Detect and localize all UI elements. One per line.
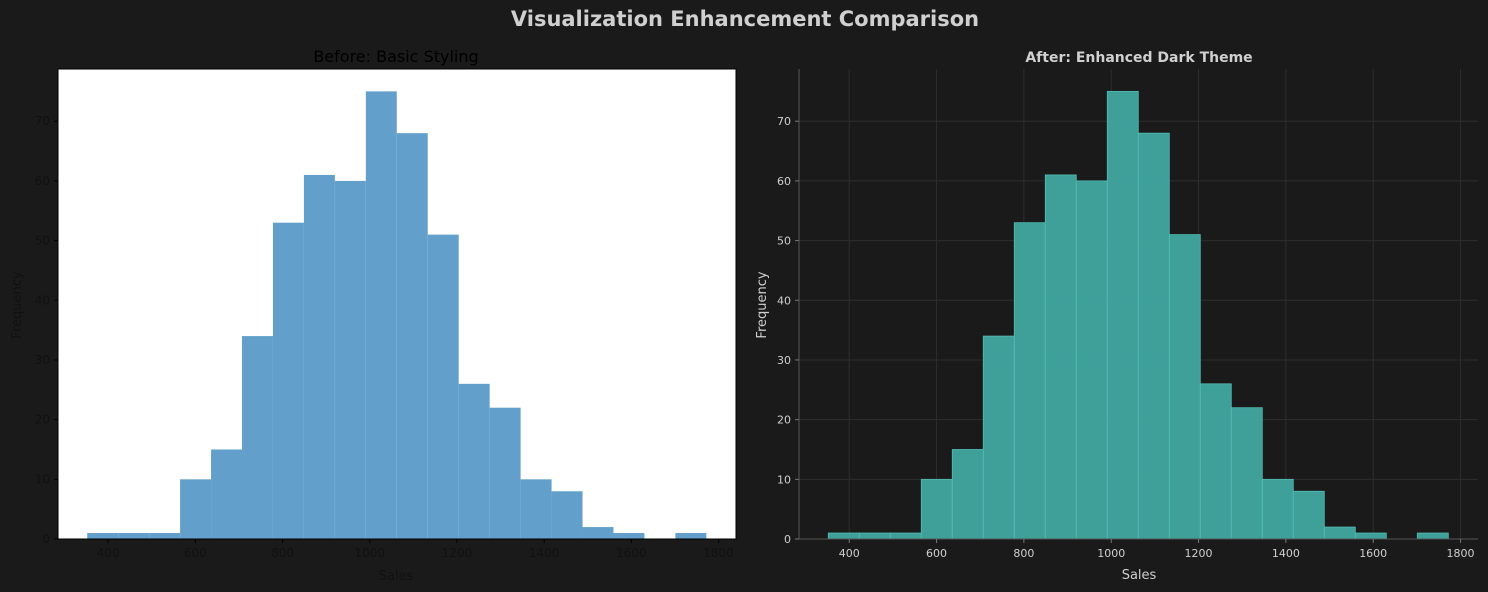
chart-after-bar <box>1013 222 1046 540</box>
chart-after-ytick-label: 10 <box>777 473 791 486</box>
chart-after-bar <box>1292 490 1325 540</box>
chart-before-bar <box>551 491 583 539</box>
chart-before-bar <box>613 533 645 539</box>
chart-before-bar <box>334 180 366 539</box>
chart-before-bar <box>520 479 552 539</box>
chart-before-ytick-label: 70 <box>35 114 50 128</box>
chart-after-xlabel: Sales <box>1122 568 1157 583</box>
chart-before-bar <box>365 91 397 539</box>
chart-before-ytick-label: 30 <box>35 353 50 367</box>
chart-after-xtick-label: 1000 <box>1097 547 1125 560</box>
chart-before-bar <box>211 449 242 539</box>
chart-after-bar <box>951 449 984 540</box>
chart-before-ytick-label: 40 <box>35 293 50 307</box>
chart-before-ytick-label: 60 <box>35 174 50 188</box>
chart-before-xlabel: Sales <box>379 569 414 584</box>
chart-before-xtick-label: 400 <box>97 546 120 560</box>
chart-before-ytick-label: 50 <box>35 234 50 248</box>
chart-after-ytick-label: 70 <box>777 115 791 128</box>
chart-after-bar <box>982 335 1015 540</box>
chart-before: Before: Basic Styling Sales Frequency 40… <box>10 47 737 584</box>
chart-after-ytick-label: 60 <box>777 175 791 188</box>
chart-after-bar <box>1075 180 1108 540</box>
chart-before-xtick-label: 1200 <box>442 546 473 560</box>
chart-after-bar <box>1354 532 1387 540</box>
chart-before-bar <box>303 174 335 539</box>
chart-after-bar <box>858 532 891 540</box>
chart-before-bar <box>149 533 181 539</box>
chart-before-bar <box>118 533 150 539</box>
chart-after-ytick-label: 50 <box>777 235 791 248</box>
chart-before-bar <box>396 133 428 539</box>
chart-before-bar <box>489 407 521 539</box>
chart-after-xtick-label: 1800 <box>1447 547 1475 560</box>
chart-after: After: Enhanced Dark Theme Sales Frequen… <box>755 50 1478 583</box>
chart-before-xtick-label: 600 <box>184 546 207 560</box>
chart-after-bar <box>1199 383 1232 540</box>
chart-after-ytick-label: 30 <box>777 354 791 367</box>
chart-before-xtick-label: 1400 <box>529 546 560 560</box>
chart-after-xtick-label: 1400 <box>1272 547 1300 560</box>
chart-before-bar <box>582 527 614 539</box>
chart-before-title: Before: Basic Styling <box>313 47 478 66</box>
chart-after-xtick-label: 1200 <box>1185 547 1213 560</box>
chart-after-xtick-label: 400 <box>839 547 860 560</box>
chart-after-ylabel: Frequency <box>755 271 770 338</box>
chart-after-ytick-label: 40 <box>777 294 791 307</box>
chart-before-bar <box>427 234 459 539</box>
chart-before-bar <box>272 222 304 539</box>
chart-after-bar <box>1106 90 1139 540</box>
figure-title: Visualization Enhancement Comparison <box>511 7 979 31</box>
chart-before-ytick-label: 0 <box>42 532 50 546</box>
chart-before-frame <box>57 68 737 540</box>
chart-after-bar <box>920 478 953 540</box>
chart-after-bar <box>1261 478 1294 540</box>
chart-before-ytick-label: 10 <box>35 472 50 486</box>
chart-after-bar <box>1168 234 1201 540</box>
chart-before-xtick-label: 1000 <box>354 546 385 560</box>
chart-before-bar <box>458 383 490 539</box>
chart-after-bar <box>1230 407 1263 540</box>
chart-before-xtick-label: 1600 <box>616 546 647 560</box>
chart-after-bar <box>1416 532 1449 540</box>
chart-after-bar <box>1323 526 1356 540</box>
chart-before-bar <box>675 533 707 539</box>
chart-after-ytick-label: 20 <box>777 414 791 427</box>
chart-before-bar <box>241 336 273 539</box>
chart-before-bar <box>180 479 212 539</box>
chart-after-ytick-label: 0 <box>784 533 791 546</box>
chart-before-xtick-label: 800 <box>271 546 294 560</box>
chart-after-bar <box>827 532 860 540</box>
chart-before-bar <box>87 533 119 539</box>
chart-after-xtick-label: 1600 <box>1359 547 1387 560</box>
chart-before-ytick-label: 20 <box>35 413 50 427</box>
chart-after-bar <box>1137 132 1170 540</box>
chart-after-xtick-label: 600 <box>926 547 947 560</box>
chart-after-bar <box>1044 174 1077 540</box>
chart-after-title: After: Enhanced Dark Theme <box>1025 50 1252 66</box>
chart-after-bar <box>889 532 922 540</box>
chart-after-xtick-label: 800 <box>1013 547 1034 560</box>
chart-before-ylabel: Frequency <box>10 271 25 338</box>
chart-before-xtick-label: 1800 <box>703 546 734 560</box>
